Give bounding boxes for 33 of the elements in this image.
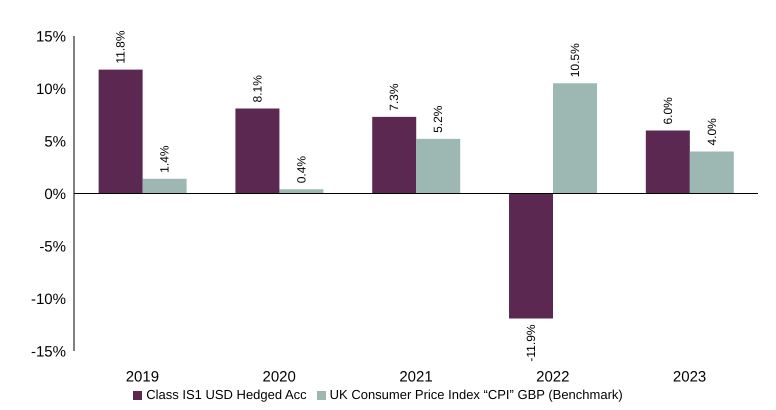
bar — [372, 116, 416, 194]
x-tick-label: 2023 — [672, 368, 706, 386]
y-tick-label: -15% — [30, 343, 66, 360]
data-label: 7.3% — [387, 83, 402, 111]
data-label: 8.1% — [250, 74, 264, 102]
bar — [235, 108, 280, 194]
bar — [690, 152, 734, 194]
bar — [416, 138, 460, 194]
y-tick-label: 10% — [36, 80, 66, 98]
y-tick-label: 15% — [36, 28, 66, 46]
bar — [98, 70, 143, 194]
bar — [646, 130, 690, 194]
data-label: 10.5% — [568, 42, 582, 78]
y-tick-label: 5% — [44, 133, 66, 150]
data-label: 5.2% — [431, 105, 446, 133]
data-label: -11.9% — [524, 324, 538, 362]
x-tick-label: 2020 — [262, 368, 296, 386]
data-label: 6.0% — [660, 96, 675, 124]
data-label: 1.4% — [158, 145, 172, 173]
y-tick-label: 0% — [44, 186, 66, 203]
x-tick-label: 2021 — [399, 368, 433, 386]
x-tick-label: 2022 — [536, 368, 570, 386]
legend-label: Class IS1 USD Hedged Acc — [146, 387, 307, 402]
data-label: 11.8% — [114, 30, 128, 64]
x-tick-label: 2019 — [126, 368, 160, 386]
bar — [553, 83, 598, 194]
y-tick-label: -5% — [39, 238, 66, 256]
data-label: 0.4% — [294, 156, 308, 184]
bar — [142, 178, 187, 194]
bar — [509, 194, 554, 318]
legend-label: UK Consumer Price Index “CPI” GBP (Benchmark) — [330, 387, 623, 402]
y-tick-label: -10% — [30, 290, 66, 308]
data-label: 4.0% — [704, 118, 719, 146]
